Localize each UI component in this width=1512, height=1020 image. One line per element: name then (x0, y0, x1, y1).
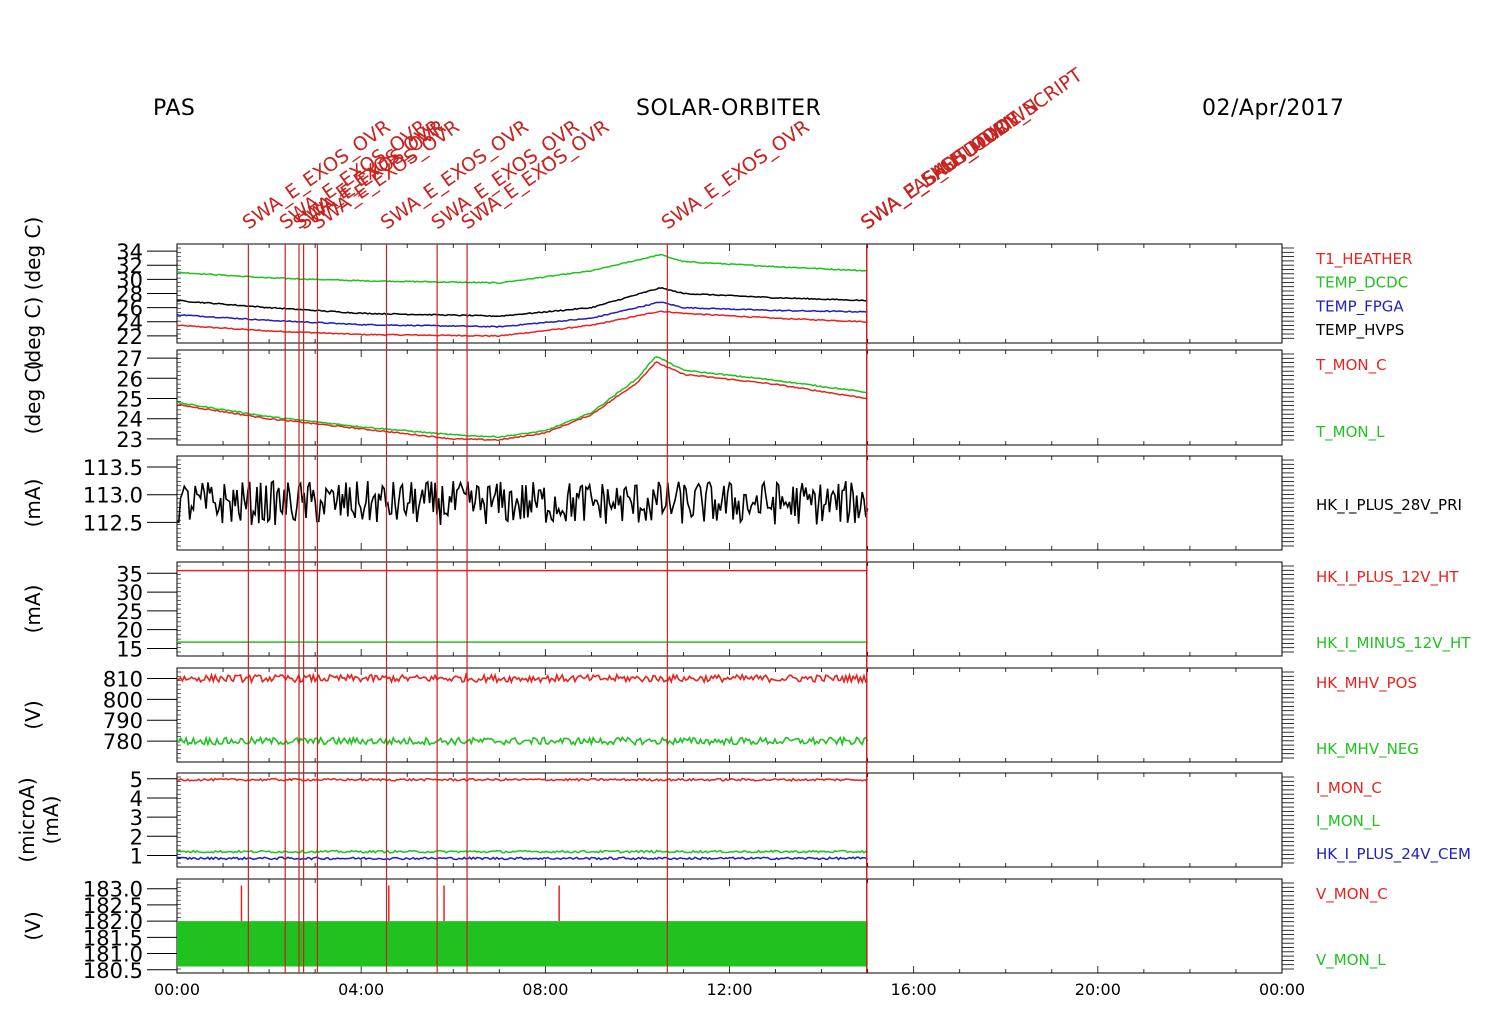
x-tick-label: 12:00 (706, 980, 752, 999)
y-tick-label: 780 (103, 730, 143, 754)
series-line-TEMP_FPGA (176, 301, 868, 329)
instrument-label: PAS (153, 96, 196, 121)
y-tick-label: 3 (130, 806, 143, 830)
y-axis-label: (mA) (39, 796, 63, 845)
legend-label-HK_I_PLUS_24V_CEM: HK_I_PLUS_24V_CEM (1316, 845, 1471, 864)
y-axis-label: (microA) (15, 777, 39, 862)
y-tick-label: 20 (116, 619, 143, 643)
y-tick-label: 26 (116, 367, 143, 391)
mission-label: SOLAR-ORBITER (636, 96, 822, 121)
legend-label-HK_I_MINUS_12V_HT: HK_I_MINUS_12V_HT (1316, 634, 1471, 653)
x-tick-label: 00:00 (1259, 980, 1305, 999)
series-fill-V_MON_L (177, 921, 868, 967)
legend-label-T1_HEATHER: T1_HEATHER (1315, 250, 1412, 269)
legend-label-HK_I_PLUS_12V_HT: HK_I_PLUS_12V_HT (1316, 568, 1459, 587)
y-axis-label: (V) (21, 911, 45, 940)
panel-frame (176, 243, 1283, 344)
y-tick-label: 180.5 (83, 959, 143, 983)
series-line-T1_HEATHER (176, 310, 868, 338)
event-markers: SWA_E_EXOS_OVRSWA_E_EXOS_OVRSWA_E_EXOS_O… (239, 64, 1087, 973)
y-axis-label: (V) (21, 700, 45, 729)
series-line-I_MON_L (176, 849, 868, 854)
series-line-TEMP_HVPS (176, 287, 868, 318)
series-line-TEMP_DCDC (177, 253, 868, 285)
y-tick-label: 181.0 (83, 943, 143, 967)
panel-frame (176, 349, 1283, 446)
series-line-HK_MHV_POS (176, 672, 868, 685)
y-tick-label: 113.5 (83, 456, 143, 480)
y-axis-label: (deg C) (deg C) (21, 217, 45, 371)
y-tick-label: 24 (116, 408, 143, 432)
y-tick-label: 22 (116, 325, 143, 349)
y-tick-label: 30 (116, 581, 143, 605)
series-line-HK_I_PLUS_24V_CEM (176, 856, 869, 861)
date-label: 02/Apr/2017 (1202, 96, 1345, 121)
y-tick-label: 2 (130, 825, 143, 849)
legend-label-HK_MHV_NEG: HK_MHV_NEG (1316, 740, 1419, 759)
series-line-T_MON_C (176, 361, 868, 442)
legend-label-I_MON_C: I_MON_C (1316, 779, 1382, 798)
y-tick-label: 25 (116, 600, 143, 624)
x-tick-label: 20:00 (1075, 980, 1121, 999)
y-tick-label: 181.5 (83, 926, 143, 950)
legend-label-HK_I_PLUS_28V_PRI: HK_I_PLUS_28V_PRI (1316, 496, 1462, 515)
event-label: SWA_E_SAFE_MODE (857, 107, 1025, 234)
panel-frame (176, 667, 1283, 763)
y-axis-label: (deg C) (21, 361, 45, 435)
legend-label-HK_MHV_POS: HK_MHV_POS (1316, 674, 1417, 693)
y-tick-label: 182.5 (83, 894, 143, 918)
y-tick-label: 183.0 (83, 878, 143, 902)
y-tick-label: 4 (130, 787, 143, 811)
event-label: SWA_E_EXOS_OVR (457, 116, 613, 234)
y-tick-label: 113.0 (83, 484, 143, 508)
y-tick-label: 26 (116, 297, 143, 321)
series-line-T_MON_L (177, 356, 868, 439)
legend-label-TEMP_HVPS: TEMP_HVPS (1315, 321, 1404, 340)
y-tick-label: 182.0 (83, 910, 143, 934)
series-line-HK_MHV_NEG (176, 735, 869, 748)
y-tick-label: 15 (116, 637, 143, 661)
legend-label-T_MON_L: T_MON_L (1315, 423, 1385, 442)
x-tick-label: 08:00 (522, 980, 568, 999)
legend-label-TEMP_FPGA: TEMP_FPGA (1315, 297, 1404, 316)
y-tick-label: 32 (116, 254, 143, 278)
event-label: SWA_E_EXOS_OVR (658, 116, 814, 234)
x-tick-label: 04:00 (338, 980, 384, 999)
series-line-HK_I_PLUS_28V_PRI (176, 479, 869, 526)
legend-label-TEMP_DCDC: TEMP_DCDC (1315, 274, 1408, 293)
panel-3: 112.5 113.0 113.5 (mA) HK_I_PLUS_28V_PRI (21, 455, 1462, 551)
y-tick-label: 25 (116, 388, 143, 412)
y-tick-label: 112.5 (83, 511, 143, 535)
y-tick-label: 28 (116, 283, 143, 307)
y-tick-label: 24 (116, 311, 143, 335)
legend-label-V_MON_C: V_MON_C (1316, 885, 1388, 904)
legend-label-T_MON_C: T_MON_C (1315, 356, 1387, 375)
y-tick-label: 5 (130, 768, 143, 792)
x-tick-label: 00:00 (154, 980, 200, 999)
y-axis-label: (mA) (21, 479, 45, 528)
y-tick-label: 34 (116, 240, 143, 264)
y-tick-label: 810 (103, 667, 143, 691)
x-axis: 00:00 04:00 08:00 12:00 16:00 20:00 00:00 (154, 980, 1305, 999)
y-tick-label: 800 (103, 688, 143, 712)
y-tick-label: 790 (103, 709, 143, 733)
y-tick-label: 30 (116, 268, 143, 292)
y-tick-label: 35 (116, 562, 143, 586)
legend-label-V_MON_L: V_MON_L (1316, 951, 1386, 970)
legend-label-I_MON_L: I_MON_L (1316, 812, 1380, 831)
y-tick-label: 23 (116, 428, 143, 452)
y-tick-label: 1 (130, 844, 143, 868)
x-tick-label: 16:00 (891, 980, 937, 999)
series-line-I_MON_C (176, 777, 869, 782)
y-tick-label: 27 (116, 347, 143, 371)
y-axis-label: (mA) (21, 585, 45, 634)
